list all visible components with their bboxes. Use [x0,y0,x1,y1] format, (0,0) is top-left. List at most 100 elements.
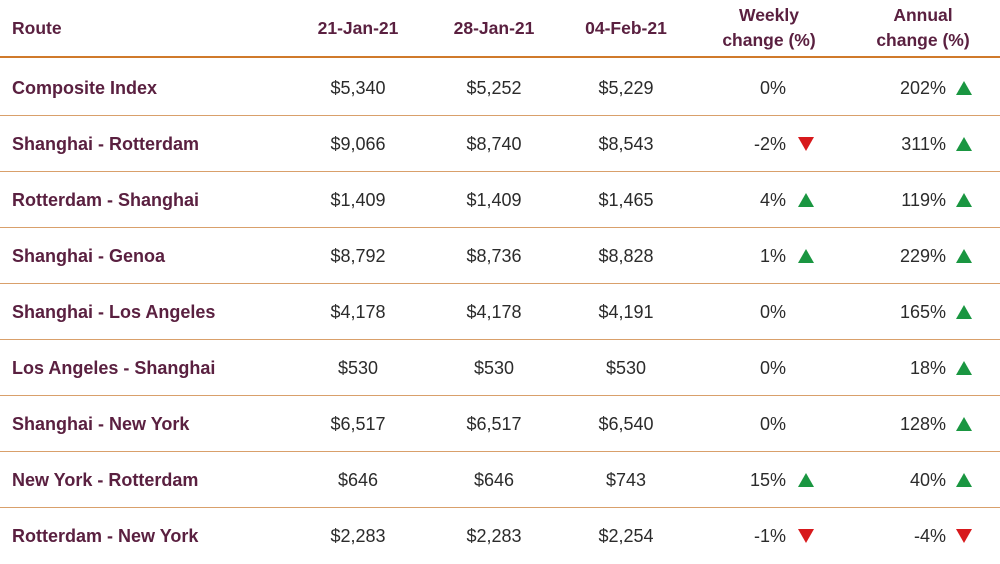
table-row: Shanghai - Rotterdam $9,066 $8,740 $8,543 -2… [0,116,1000,172]
table-row: Los Angeles - Shanghai $530 $530 $530 0% 18% [0,340,1000,396]
rate-d1: $5,340 [330,77,386,98]
annual-change-value: 202% [899,77,946,98]
table-row: Shanghai - Genoa $8,792 $8,736 $8,828 1% 229% [0,228,1000,284]
weekly-down-arrow-icon [797,508,815,564]
header-weekly-line-1: Weekly [739,5,799,25]
annual-change-value: -4% [913,525,946,546]
route-name: Los Angeles - Shanghai [12,357,216,378]
annual-up-triangle [956,305,972,319]
rate-d1: $646 [337,469,379,490]
rate-d1: $2,283 [330,525,386,546]
annual-up-triangle [956,361,972,375]
route-name: Shanghai - Rotterdam [12,133,200,154]
rate-d1: $4,178 [330,301,386,322]
table-row: Shanghai - Los Angeles $4,178 $4,178 $4,191… [0,284,1000,340]
annual-change-value: 128% [899,413,946,434]
weekly-up-arrow-icon [797,228,815,284]
rate-d3: $530 [605,357,647,378]
table-row: New York - Rotterdam $646 $646 $743 15% 40% [0,452,1000,508]
table-row: Rotterdam - Shanghai $1,409 $1,409 $1,465 4%… [0,172,1000,228]
annual-up-triangle [956,137,972,151]
weekly-change-value: -1% [753,525,786,546]
table-row: Composite Index $5,340 $5,252 $5,229 0% 202% [0,60,1000,116]
weekly-change-value: 0% [759,77,786,98]
rate-d1: $9,066 [330,133,386,154]
table-header: Route 21-Jan-21 28-Jan-21 04-Feb-21 Week… [0,0,1000,58]
table-row: Rotterdam - New York $2,283 $2,283 $2,254 -1… [0,508,1000,564]
annual-up-triangle [956,193,972,207]
rate-d2: $5,252 [466,77,522,98]
weekly-up-triangle [798,249,814,263]
weekly-change-value: 0% [759,413,786,434]
weekly-change-value: -2% [753,133,786,154]
annual-up-triangle [956,473,972,487]
rate-d1: $1,409 [330,189,386,210]
weekly-change-value: 0% [759,301,786,322]
annual-up-arrow-icon [955,340,973,396]
weekly-up-arrow-icon [797,172,815,228]
annual-up-arrow-icon [955,172,973,228]
annual-change-value: 40% [909,469,946,490]
weekly-down-triangle [798,529,814,543]
annual-up-triangle [956,81,972,95]
annual-down-arrow-icon [955,508,973,564]
rate-d2: $8,740 [466,133,522,154]
annual-up-arrow-icon [955,396,973,452]
annual-up-arrow-icon [955,60,973,116]
weekly-up-arrow-icon [797,452,815,508]
rate-d3: $6,540 [598,413,654,434]
header-annual-line-1: Annual [893,5,953,25]
weekly-down-arrow-icon [797,116,815,172]
header-weekly-line-2: change (%) [722,30,816,50]
annual-up-arrow-icon [955,116,973,172]
route-name: Composite Index [12,77,158,98]
weekly-change-value: 4% [759,189,786,210]
route-name: New York - Rotterdam [12,469,199,490]
rate-d2: $6,517 [466,413,522,434]
rate-d2: $2,283 [466,525,522,546]
rate-d3: $5,229 [598,77,654,98]
rate-d2: $1,409 [466,189,522,210]
annual-up-arrow-icon [955,228,973,284]
rate-d3: $8,828 [598,245,654,266]
annual-up-arrow-icon [955,284,973,340]
annual-change-value: 18% [909,357,946,378]
rate-d3: $743 [605,469,647,490]
route-name: Shanghai - New York [12,413,190,434]
weekly-change-value: 15% [749,469,786,490]
rate-d3: $4,191 [598,301,654,322]
weekly-change-value: 1% [759,245,786,266]
annual-up-triangle [956,249,972,263]
annual-up-arrow-icon [955,452,973,508]
rate-d1: $530 [337,357,379,378]
header-date-3: 04-Feb-21 [585,17,667,38]
weekly-up-triangle [798,473,814,487]
route-name: Shanghai - Genoa [12,245,166,266]
annual-change-value: 229% [899,245,946,266]
rate-d3: $8,543 [598,133,654,154]
rate-d2: $8,736 [466,245,522,266]
weekly-down-triangle [798,137,814,151]
annual-up-triangle [956,417,972,431]
header-date-1: 21-Jan-21 [317,17,399,38]
weekly-change-value: 0% [759,357,786,378]
header-annual-change: Annual change (%) [862,0,984,56]
route-name: Rotterdam - New York [12,525,199,546]
annual-change-value: 119% [901,189,946,210]
rate-d1: $8,792 [330,245,386,266]
rate-d1: $6,517 [330,413,386,434]
table-row: Shanghai - New York $6,517 $6,517 $6,540 0% 1… [0,396,1000,452]
route-name: Rotterdam - Shanghai [12,189,200,210]
header-route: Route [12,17,62,38]
header-date-2: 28-Jan-21 [453,17,535,38]
weekly-up-triangle [798,193,814,207]
rate-d3: $2,254 [598,525,654,546]
rate-d2: $530 [473,357,515,378]
rate-d2: $646 [473,469,515,490]
annual-change-value: 311% [901,133,946,154]
header-weekly-change: Weekly change (%) [710,0,828,56]
annual-down-triangle [956,529,972,543]
rate-d3: $1,465 [598,189,654,210]
annual-change-value: 165% [899,301,946,322]
